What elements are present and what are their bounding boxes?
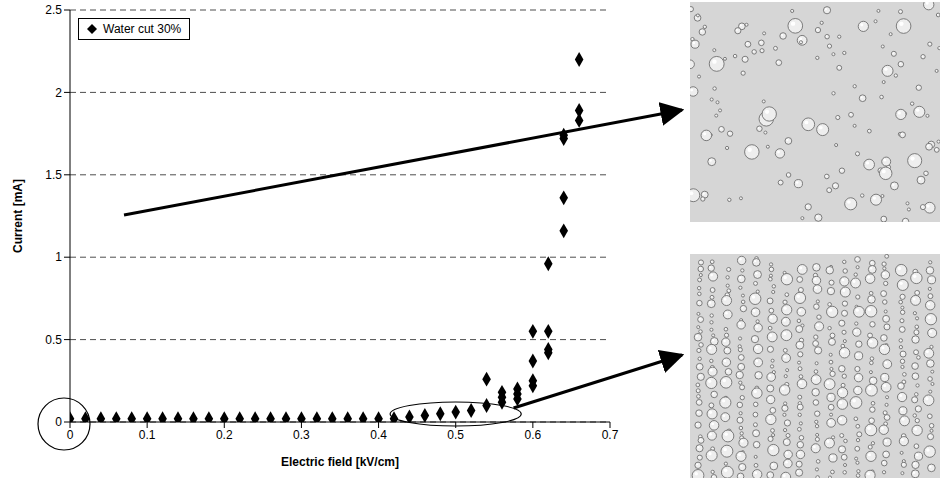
svg-text:0.6: 0.6 [525, 428, 542, 442]
svg-text:0.2: 0.2 [216, 428, 233, 442]
svg-text:0: 0 [55, 415, 62, 429]
svg-text:2: 2 [55, 86, 62, 100]
svg-text:0.5: 0.5 [447, 428, 464, 442]
svg-text:1: 1 [55, 250, 62, 264]
svg-text:2.5: 2.5 [45, 3, 62, 17]
svg-text:Current [mA]: Current [mA] [11, 179, 25, 253]
svg-text:0: 0 [67, 428, 74, 442]
svg-text:0.4: 0.4 [370, 428, 387, 442]
svg-text:0.5: 0.5 [45, 333, 62, 347]
svg-text:0.1: 0.1 [139, 428, 156, 442]
svg-text:0.7: 0.7 [602, 428, 619, 442]
svg-text:0.3: 0.3 [293, 428, 310, 442]
svg-text:Electric field [kV/cm]: Electric field [kV/cm] [281, 455, 399, 469]
html-text:Water cut 30%: Water cut 30% [103, 22, 182, 36]
svg-text:1.5: 1.5 [45, 168, 62, 182]
